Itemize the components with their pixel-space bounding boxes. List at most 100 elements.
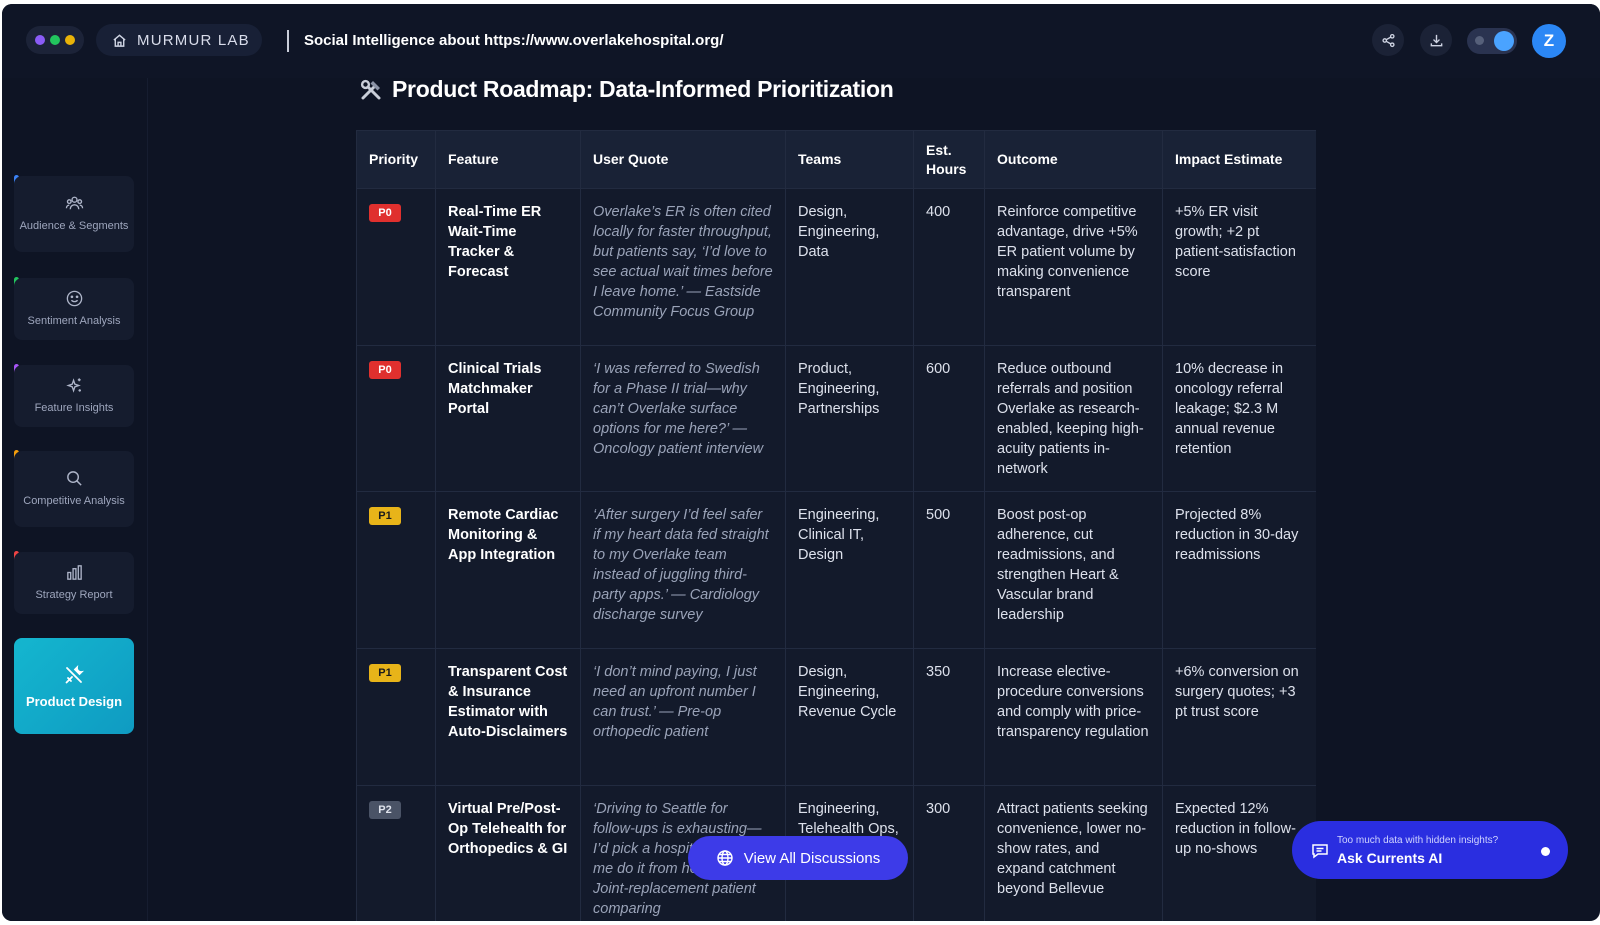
window-dot-yellow[interactable] [65, 35, 75, 45]
roadmap-table-container[interactable]: Priority Feature User Quote Teams Est. H… [356, 130, 1316, 921]
sidebar-item-strategy-report[interactable]: Strategy Report [14, 552, 134, 614]
sidebar-item-product-design[interactable]: Product Design [14, 638, 134, 734]
sun-icon [1475, 36, 1484, 45]
teams-cell: Design, Engineering, Data [785, 188, 914, 346]
tools-icon [65, 664, 85, 683]
column-header-outcome[interactable]: Outcome [984, 130, 1163, 189]
download-button[interactable] [1420, 24, 1452, 56]
share-button[interactable] [1372, 24, 1404, 56]
priority-badge: P1 [369, 507, 401, 525]
view-all-discussions-button[interactable]: View All Discussions [688, 836, 908, 880]
column-header-feature[interactable]: Feature [435, 130, 581, 189]
feature-cell: Clinical Trials Matchmaker Portal [435, 345, 581, 492]
priority-badge: P0 [369, 361, 401, 379]
ask-ai-subtitle: Too much data with hidden insights? [1337, 835, 1499, 846]
quote-cell: ‘I don’t mind paying, I just need an upf… [580, 648, 786, 786]
sidebar-item-label: Audience & Segments [19, 220, 129, 232]
section-heading: Product Roadmap: Data-Informed Prioritiz… [358, 76, 894, 103]
sidebar-item-audience[interactable]: Audience & Segments [14, 176, 134, 252]
hours-cell: 600 [913, 345, 985, 492]
priority-cell: P0 [356, 188, 436, 346]
impact-cell: +5% ER visit growth; +2 pt patient-satis… [1162, 188, 1316, 346]
table-header-row: Priority Feature User Quote Teams Est. H… [356, 130, 1316, 189]
outcome-cell: Reduce outbound referrals and position O… [984, 345, 1163, 492]
sidebar-item-sentiment[interactable]: Sentiment Analysis [14, 278, 134, 340]
hours-cell: 400 [913, 188, 985, 346]
impact-cell: Projected 8% reduction in 30-day readmis… [1162, 491, 1316, 649]
table-row: P2 Virtual Pre/Post-Op Telehealth for Or… [356, 785, 1316, 921]
sidebar-item-label: Sentiment Analysis [27, 315, 121, 327]
hours-cell: 300 [913, 785, 985, 921]
hours-cell: 350 [913, 648, 985, 786]
feature-cell: Transparent Cost & Insurance Estimator w… [435, 648, 581, 786]
teams-cell: Product, Engineering, Partnerships [785, 345, 914, 492]
priority-badge: P0 [369, 204, 401, 222]
column-header-teams[interactable]: Teams [785, 130, 914, 189]
feature-cell: Virtual Pre/Post-Op Telehealth for Ortho… [435, 785, 581, 921]
brand-name: MURMUR LAB [137, 31, 250, 49]
share-icon [1381, 33, 1395, 47]
impact-cell: 10% decrease in oncology referral leakag… [1162, 345, 1316, 492]
sidebar-item-label: Feature Insights [34, 402, 114, 414]
toggle-knob [1494, 31, 1514, 51]
window-dot-green[interactable] [50, 35, 60, 45]
priority-badge: P1 [369, 664, 401, 682]
page-heading: Product Roadmap: Data-Informed Prioritiz… [392, 76, 894, 102]
column-header-user-quote[interactable]: User Quote [580, 130, 786, 189]
roadmap-table: Priority Feature User Quote Teams Est. H… [356, 130, 1316, 921]
sparkles-icon [65, 378, 81, 393]
outcome-cell: Boost post-op adherence, cut readmission… [984, 491, 1163, 649]
sidebar-item-label: Strategy Report [35, 589, 113, 601]
top-bar: MURMUR LAB Social Intelligence about htt… [2, 4, 1600, 78]
hammer-wrench-icon [360, 79, 381, 99]
feature-cell: Remote Cardiac Monitoring & App Integrat… [435, 491, 581, 649]
home-icon [113, 33, 126, 47]
quote-cell: ‘I was referred to Swedish for a Phase I… [580, 345, 786, 492]
outcome-cell: Attract patients seeking convenience, lo… [984, 785, 1163, 921]
sidebar-item-feature-insights[interactable]: Feature Insights [14, 365, 134, 427]
status-dot [1541, 847, 1550, 856]
table-row: P0 Real-Time ER Wait-Time Tracker & Fore… [356, 188, 1316, 346]
priority-cell: P2 [356, 785, 436, 921]
window-controls[interactable] [26, 26, 84, 54]
download-icon [1430, 34, 1442, 46]
ask-ai-title: Ask Currents AI [1337, 850, 1443, 866]
priority-badge: P2 [369, 801, 401, 819]
header-divider [287, 30, 289, 52]
feature-cell: Real-Time ER Wait-Time Tracker & Forecas… [435, 188, 581, 346]
table-row: P0 Clinical Trials Matchmaker Portal ‘I … [356, 345, 1316, 492]
impact-cell: +6% conversion on surgery quotes; +3 pt … [1162, 648, 1316, 786]
priority-cell: P1 [356, 648, 436, 786]
hours-cell: 500 [913, 491, 985, 649]
teams-cell: Engineering, Clinical IT, Design [785, 491, 914, 649]
user-avatar[interactable]: Z [1532, 24, 1566, 58]
column-header-priority[interactable]: Priority [356, 130, 436, 189]
impact-cell: Expected 12% reduction in follow-up no-s… [1162, 785, 1316, 921]
page-title: Social Intelligence about https://www.ov… [304, 32, 724, 49]
window-dot-purple[interactable] [35, 35, 45, 45]
theme-toggle[interactable] [1467, 28, 1517, 54]
app-window: MURMUR LAB Social Intelligence about htt… [2, 4, 1600, 921]
smile-icon [66, 290, 82, 307]
globe-icon [717, 850, 733, 866]
view-all-label: View All Discussions [743, 849, 881, 867]
sidebar-item-competitive[interactable]: Competitive Analysis [14, 451, 134, 527]
priority-cell: P0 [356, 345, 436, 492]
home-brand-button[interactable]: MURMUR LAB [96, 24, 262, 56]
table-row: P1 Transparent Cost & Insurance Estimato… [356, 648, 1316, 786]
quote-cell: ‘After surgery I’d feel safer if my hear… [580, 491, 786, 649]
sidebar-item-label: Competitive Analysis [23, 495, 125, 507]
chat-icon [1312, 844, 1328, 859]
people-icon [65, 196, 83, 210]
table-row: P1 Remote Cardiac Monitoring & App Integ… [356, 491, 1316, 649]
column-header-impact[interactable]: Impact Estimate [1162, 130, 1316, 189]
search-icon [66, 471, 82, 486]
bar-chart-icon [66, 565, 82, 580]
column-header-est-hours[interactable]: Est. Hours [913, 130, 985, 189]
sidebar: Audience & Segments Sentiment Analysis F… [2, 78, 148, 921]
teams-cell: Design, Engineering, Revenue Cycle [785, 648, 914, 786]
outcome-cell: Increase elective-procedure conversions … [984, 648, 1163, 786]
sidebar-item-label: Product Design [25, 693, 123, 709]
outcome-cell: Reinforce competitive advantage, drive +… [984, 188, 1163, 346]
ask-currents-ai-button[interactable]: Too much data with hidden insights? Ask … [1292, 821, 1568, 879]
